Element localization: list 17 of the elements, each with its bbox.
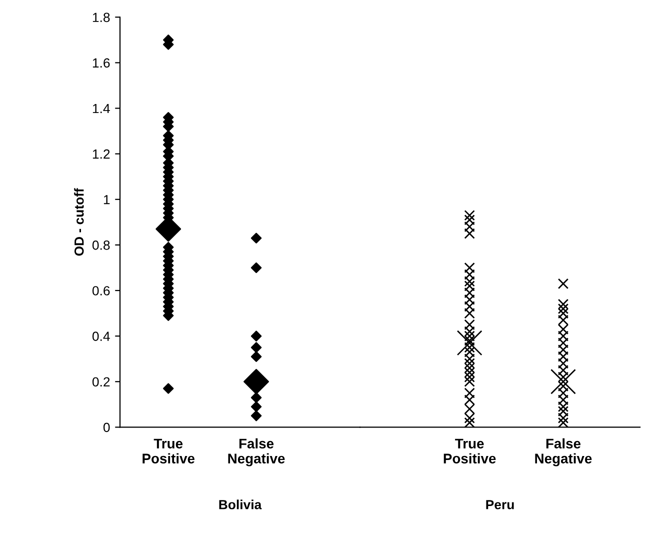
y-tick-label: 1	[104, 195, 110, 204]
x-tick-label: True Positive	[444, 438, 496, 464]
y-tick-label: 0.8	[92, 240, 110, 250]
y-tick-label: 0.6	[92, 286, 110, 296]
y-tick-label: 1.8	[92, 12, 110, 22]
x-tick-label: False Negative	[228, 438, 285, 466]
y-tick-label: 0.4	[92, 332, 110, 341]
y-tick-label: 1.2	[92, 149, 110, 159]
y-tick-label: 0.2	[92, 377, 110, 387]
x-tick-label: True Positive	[142, 438, 195, 464]
y-tick-label: 1.4	[92, 104, 110, 114]
y-tick-label: 1.6	[92, 58, 110, 68]
x-axis-title: Peru	[486, 500, 514, 510]
y-axis-title: OD - cutoff	[74, 188, 84, 256]
x-tick-label: False Negative	[535, 438, 592, 466]
x-axis-title: Bolivia	[219, 500, 262, 510]
y-tick-label: 0	[103, 422, 110, 432]
